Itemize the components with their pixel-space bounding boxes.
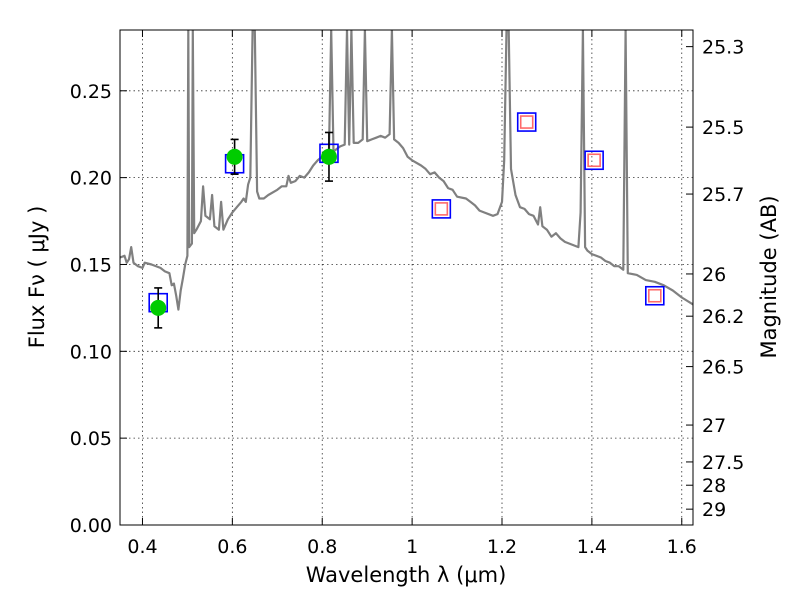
mag-tick-label: 25.5 bbox=[702, 117, 744, 139]
observed-flux-point bbox=[226, 148, 243, 165]
model-flux-square bbox=[644, 285, 665, 306]
mag-tick-label: 26.5 bbox=[702, 357, 744, 379]
mag-tick-label: 29 bbox=[702, 499, 726, 521]
x-tick-label: 0.4 bbox=[127, 536, 157, 558]
mag-tick-label: 25.3 bbox=[702, 37, 744, 59]
grid-lines bbox=[120, 30, 693, 526]
marker-layer bbox=[148, 112, 665, 329]
mag-tick-label: 26 bbox=[702, 264, 726, 286]
y-axis-title: Flux Fν ( μJy ) bbox=[25, 206, 49, 349]
x-axis-title: Wavelength λ (μm) bbox=[306, 563, 507, 587]
model-flux-square-inner bbox=[434, 202, 449, 216]
y-tick-label: 0.25 bbox=[70, 81, 112, 103]
x-tick-label: 0.8 bbox=[307, 536, 337, 558]
y-tick-label: 0.20 bbox=[70, 168, 112, 190]
x-tick-label: 1.4 bbox=[577, 536, 607, 558]
tick-layer: 0.4 0.6 0.8 1 1.2 1.4 1.6 0.00 0.05 0.10 0.15 0.20 0… bbox=[70, 30, 744, 558]
y-tick-label: 0.15 bbox=[70, 254, 112, 276]
x-tick-label: 1 bbox=[406, 536, 418, 558]
model-flux-square bbox=[431, 199, 452, 219]
plot-frame bbox=[119, 29, 694, 526]
observed-flux-point bbox=[150, 299, 167, 316]
model-flux-square bbox=[584, 150, 604, 171]
x-tick-label: 1.2 bbox=[487, 536, 517, 558]
observed-flux-point bbox=[320, 148, 337, 165]
mag-tick-label: 27.5 bbox=[702, 452, 744, 474]
mag-tick-label: 26.2 bbox=[702, 306, 744, 328]
y-tick-label: 0.00 bbox=[70, 515, 112, 537]
x-tick-label: 0.6 bbox=[217, 536, 247, 558]
model-flux-square bbox=[516, 112, 537, 132]
mag-tick-label: 25.7 bbox=[702, 184, 744, 206]
spectrum-line bbox=[120, 30, 693, 311]
y-tick-label: 0.10 bbox=[70, 341, 112, 363]
mag-tick-label: 28 bbox=[702, 475, 726, 497]
mag-tick-label: 27 bbox=[702, 415, 726, 437]
y-tick-label: 0.05 bbox=[70, 428, 112, 450]
y2-axis-title: Magnitude (AB) bbox=[757, 195, 781, 358]
x-tick-label: 1.6 bbox=[667, 536, 697, 558]
spectrum-layer bbox=[120, 30, 693, 311]
model-flux-square-inner bbox=[587, 153, 601, 168]
model-flux-square-inner bbox=[647, 288, 662, 303]
model-flux-square-inner bbox=[519, 115, 534, 129]
